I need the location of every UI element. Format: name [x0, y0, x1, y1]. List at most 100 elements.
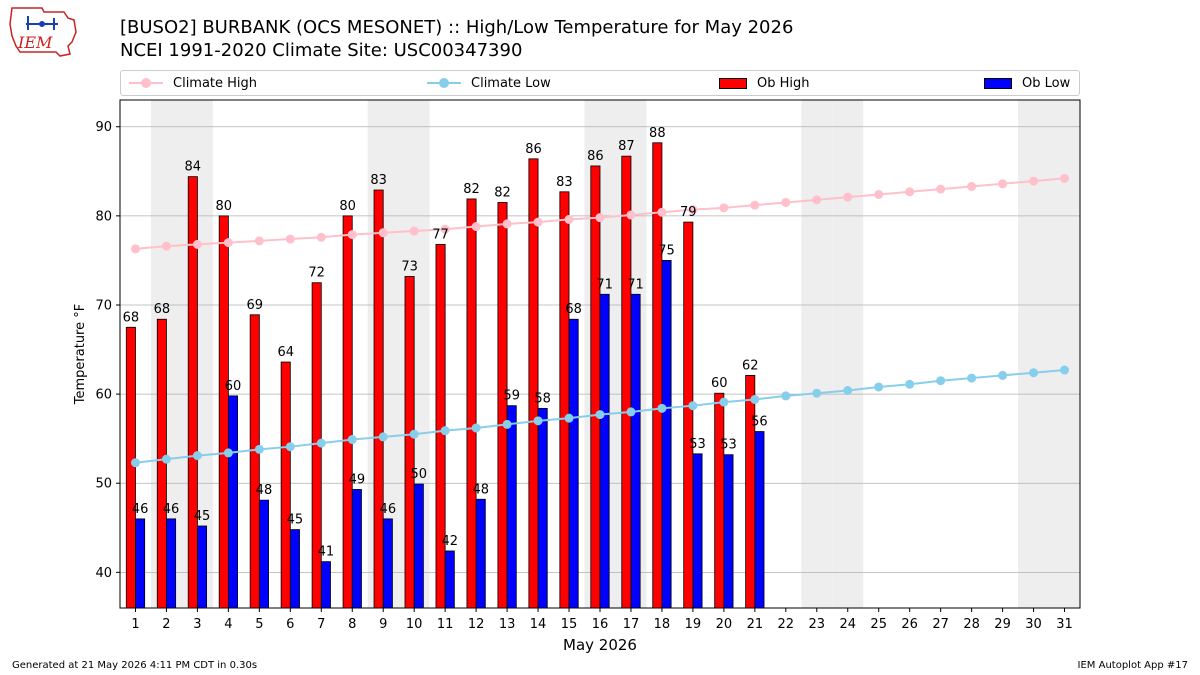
x-tick-label: 15: [561, 617, 578, 632]
climate-low-point: [316, 438, 326, 448]
x-tick-label: 3: [193, 617, 201, 632]
ob-high-label: 64: [277, 345, 294, 360]
ob-low-bar: [723, 454, 734, 609]
x-tick-label: 20: [716, 617, 733, 632]
climate-high-point: [161, 241, 171, 251]
ob-high-label: 72: [308, 266, 325, 281]
climate-high-point: [409, 226, 419, 236]
ob-low-bar: [444, 550, 455, 609]
ob-low-label: 50: [411, 467, 428, 482]
climate-low-point: [750, 394, 760, 404]
weekend-band: [832, 100, 864, 608]
climate-high-point: [192, 239, 202, 249]
climate-low-point: [223, 448, 233, 458]
climate-high-point: [223, 238, 233, 248]
ob-high-bar: [249, 314, 260, 609]
ob-low-label: 46: [163, 502, 180, 517]
ob-high-bar: [590, 165, 601, 609]
ob-high-label: 82: [494, 185, 511, 200]
y-tick-label: 70: [95, 298, 112, 313]
climate-low-point: [502, 419, 512, 429]
climate-low-point: [254, 444, 264, 454]
ob-high-bar: [621, 155, 632, 609]
ob-low-label: 46: [132, 502, 149, 517]
y-tick-label: 40: [95, 566, 112, 581]
ob-high-label: 68: [154, 302, 171, 317]
ob-high-bar: [342, 215, 353, 609]
x-tick-label: 1: [131, 617, 139, 632]
ob-low-bar: [537, 407, 548, 609]
climate-high-point: [1060, 173, 1070, 183]
ob-low-bar: [568, 318, 579, 609]
ob-low-bar: [692, 453, 703, 609]
x-tick-label: 13: [499, 617, 516, 632]
ob-low-label: 60: [225, 379, 242, 394]
climate-low-point: [471, 423, 481, 433]
climate-low-point: [874, 382, 884, 392]
climate-high-point: [719, 203, 729, 213]
ob-high-bar: [745, 374, 756, 609]
chart-subtitle: NCEI 1991-2020 Climate Site: USC00347390: [120, 40, 523, 61]
climate-high-point: [936, 184, 946, 194]
climate-low-point: [1029, 368, 1039, 378]
ob-low-bar: [506, 405, 517, 609]
ob-low-bar: [197, 525, 208, 609]
climate-high-point: [1029, 176, 1039, 186]
climate-low-point: [378, 432, 388, 442]
climate-low-point: [130, 458, 140, 468]
climate-high-point: [967, 181, 977, 191]
climate-low-point: [564, 413, 574, 423]
climate-low-point: [440, 426, 450, 436]
x-tick-label: 21: [747, 617, 764, 632]
iem-logo: IEM: [9, 7, 77, 57]
climate-low-point: [533, 416, 543, 426]
x-tick-label: 29: [994, 617, 1011, 632]
climate-low-point: [967, 373, 977, 383]
climate-high-point: [657, 207, 667, 217]
ob-low-bar: [630, 293, 641, 609]
ob-low-bar: [166, 518, 177, 609]
x-tick-label: 17: [623, 617, 640, 632]
x-tick-label: 6: [286, 617, 294, 632]
x-tick-label: 24: [839, 617, 856, 632]
climate-low-point: [285, 442, 295, 452]
y-tick-label: 80: [95, 209, 112, 224]
ob-low-bar: [475, 498, 486, 609]
climate-low-point: [719, 397, 729, 407]
x-tick-label: 5: [255, 617, 263, 632]
weekend-band: [801, 100, 833, 608]
ob-high-label: 80: [216, 199, 233, 214]
ob-low-bar: [135, 518, 146, 609]
legend-item-climate-low: Climate Low: [427, 71, 551, 95]
ob-low-label: 53: [720, 438, 737, 453]
ob-low-bar: [258, 499, 269, 609]
climate-lines: [130, 173, 1070, 468]
climate-low-point: [936, 376, 946, 386]
ob-high-label: 60: [711, 376, 728, 391]
climate-high-point: [533, 217, 543, 227]
chart-title: [BUSO2] BURBANK (OCS MESONET) :: High/Lo…: [120, 17, 794, 38]
ob-high-label: 68: [123, 310, 140, 325]
ob-high-label: 62: [742, 358, 759, 373]
climate-low-point: [905, 379, 915, 389]
climate-low-point: [843, 386, 853, 396]
x-axis-label: May 2026: [563, 636, 637, 654]
x-tick-label: 2: [162, 617, 170, 632]
ob-low-label: 59: [503, 389, 520, 404]
ob-low-bar: [382, 518, 393, 609]
ob-low-label: 48: [256, 483, 273, 498]
climate-high-point: [285, 234, 295, 244]
climate-low-point: [626, 407, 636, 417]
ob-low-label: 75: [658, 243, 675, 258]
ob-high-label: 83: [556, 175, 573, 190]
climate-high-point: [595, 213, 605, 223]
ob-high-bar: [497, 202, 508, 609]
x-tick-label: 7: [317, 617, 325, 632]
x-tick-label: 11: [437, 617, 454, 632]
ob-low-bar: [289, 529, 300, 609]
climate-low-point: [1060, 365, 1070, 375]
ob-low-label: 49: [349, 472, 366, 487]
ob-low-bar: [320, 561, 331, 609]
